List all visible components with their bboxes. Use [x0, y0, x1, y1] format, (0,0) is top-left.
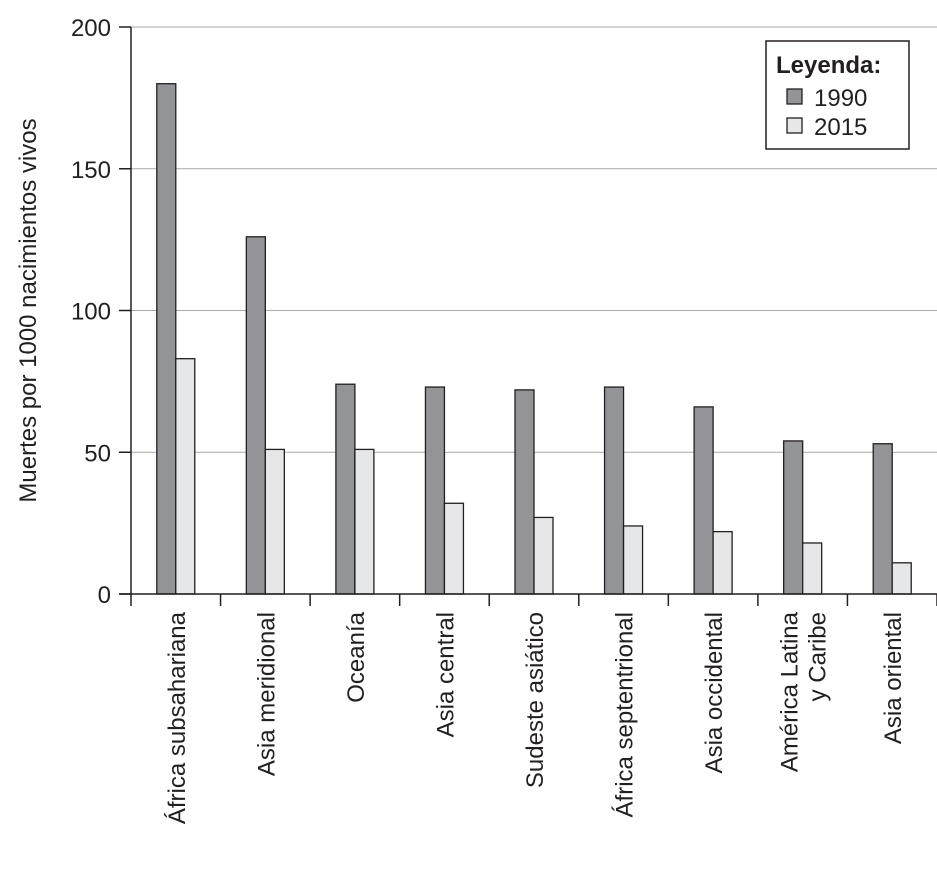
- axes: [119, 27, 937, 606]
- category-label: Asia meridional: [253, 612, 280, 776]
- legend-swatch-2015: [786, 117, 803, 134]
- bar-1990-8: [872, 443, 893, 595]
- bars: [156, 83, 912, 595]
- category-label: África subsahariana: [164, 611, 191, 824]
- category-label: América Latina: [777, 611, 804, 772]
- y-tick-label: 200: [71, 15, 111, 42]
- category-label: Asia occidental: [701, 612, 728, 773]
- bar-2015-6: [712, 530, 733, 595]
- category-label: Asia central: [432, 612, 459, 737]
- bar-2015-5: [622, 525, 644, 595]
- bar-2015-0: [175, 358, 196, 595]
- bar-2015-7: [802, 542, 823, 595]
- category-label: y Caribe: [805, 612, 832, 701]
- category-label: Asia oriental: [880, 612, 907, 744]
- bar-1990-0: [156, 83, 177, 595]
- bar-2015-2: [354, 448, 375, 595]
- bar-2015-4: [533, 516, 554, 595]
- legend-title: Leyenda:: [776, 52, 881, 79]
- y-tick-labels: 0 50 100 150 200: [71, 15, 111, 609]
- bar-2015-1: [264, 448, 285, 595]
- bar-2015-3: [443, 502, 465, 595]
- bar-2015-8: [891, 562, 912, 595]
- category-labels: África subsahariana Asia meridional Oceaní…: [164, 611, 907, 824]
- category-label: Sudeste asiático: [522, 612, 549, 788]
- bar-1990-6: [693, 406, 714, 595]
- category-label: África septentrional: [612, 612, 639, 817]
- y-tick-label: 150: [71, 157, 111, 184]
- legend-swatch-1990: [786, 88, 803, 105]
- y-tick-label: 0: [98, 582, 111, 609]
- y-tick-label: 50: [84, 440, 111, 467]
- bar-1990-3: [424, 386, 446, 595]
- bar-1990-5: [603, 386, 625, 595]
- category-label: Oceanía: [343, 611, 370, 702]
- bar-1990-7: [783, 440, 804, 595]
- bar-1990-4: [514, 389, 535, 595]
- legend-label-2015: 2015: [814, 114, 867, 141]
- bar-1990-2: [335, 383, 356, 595]
- bar-1990-1: [245, 236, 266, 595]
- legend-label-1990: 1990: [814, 85, 867, 112]
- y-tick-label: 100: [71, 299, 111, 326]
- y-axis-label: Muertes por 1000 nacimientos vivos: [15, 118, 42, 502]
